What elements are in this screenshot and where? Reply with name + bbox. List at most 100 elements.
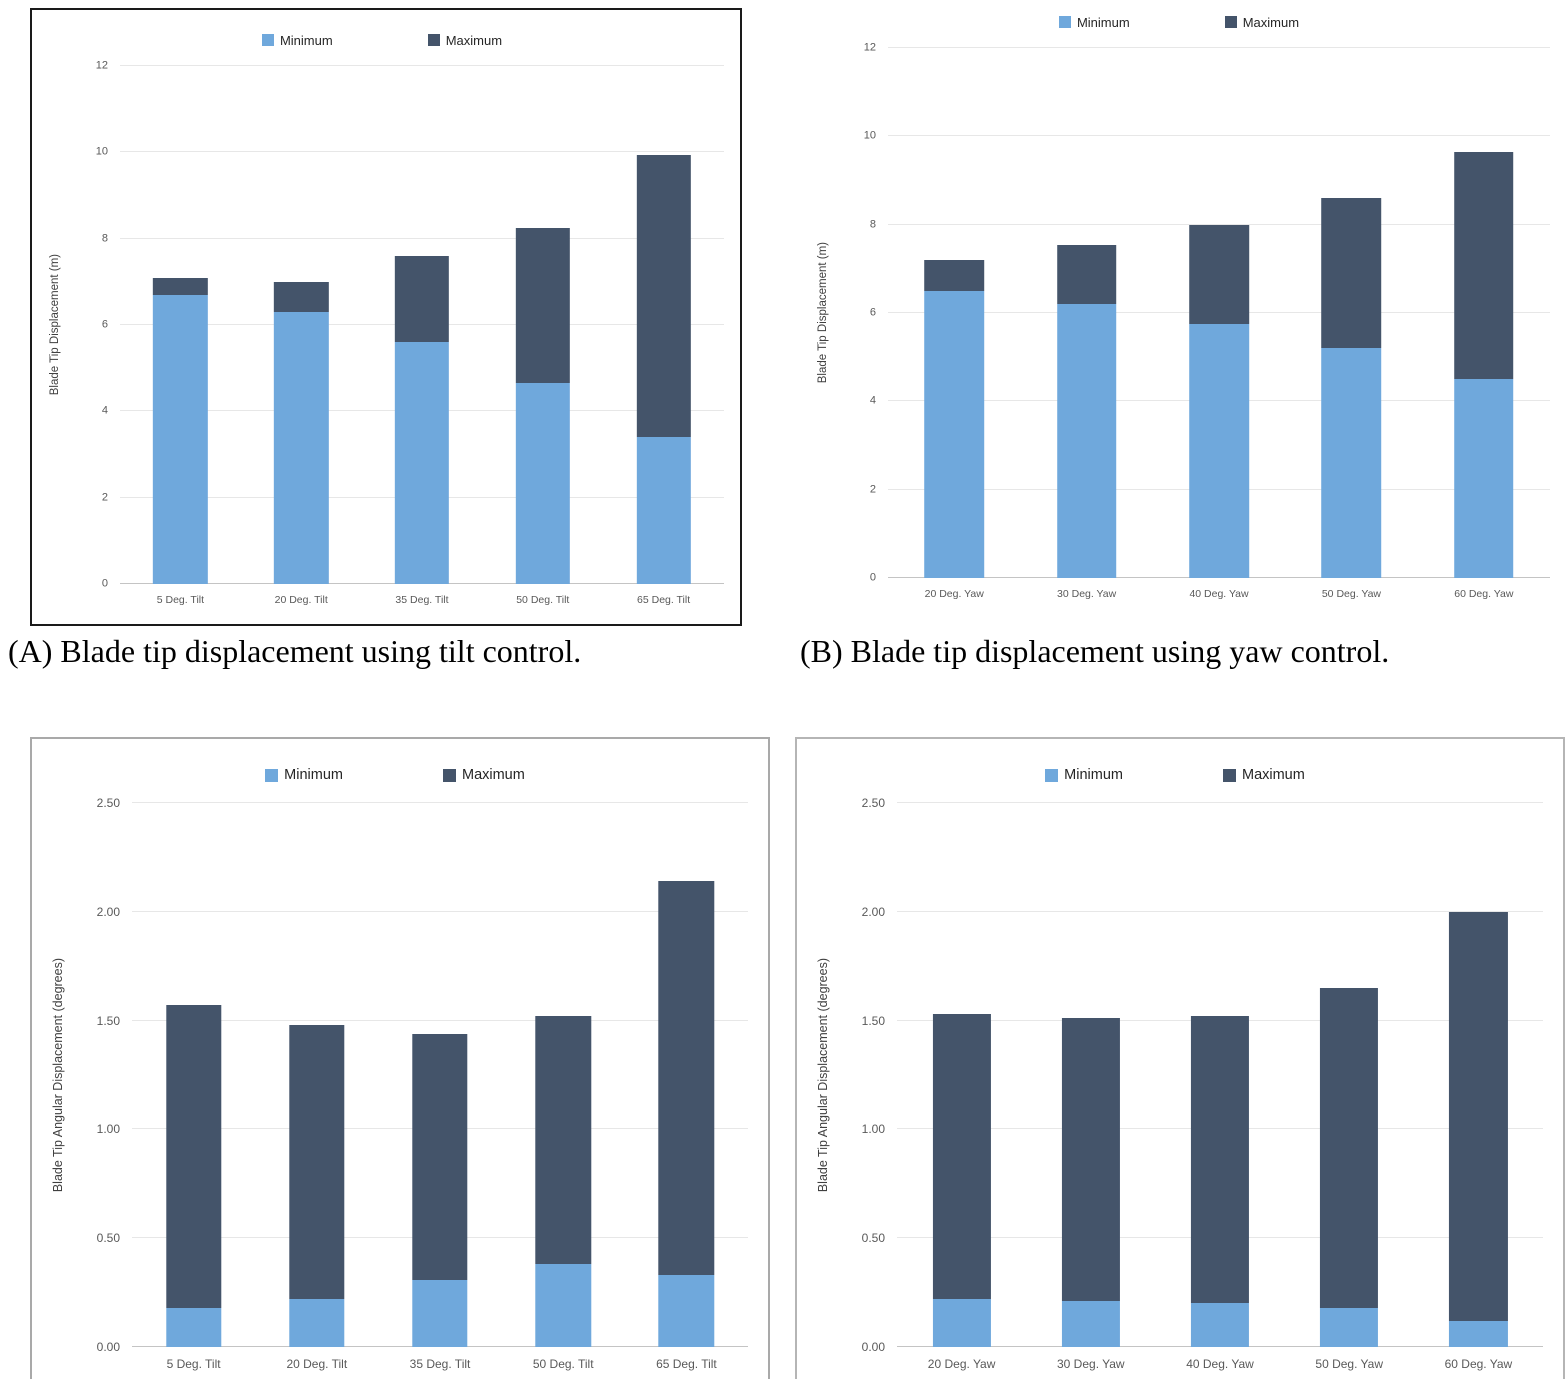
chart-panel-tilt-displacement: Minimum Maximum Blade Tip Displacement (m… [30,8,742,626]
bar-minimum-segment [515,383,570,584]
y-axis-title: Blade Tip Angular Displacement (degrees) [51,957,65,1193]
legend-item-maximum: Maximum [427,33,502,48]
bar-slot [897,803,1026,1347]
bar-slot [502,803,625,1347]
bar-slot [132,803,255,1347]
y-tick-label: 0.00 [96,1340,120,1354]
bar-slot [888,48,1020,578]
legend-label: Minimum [1064,767,1123,783]
bar-minimum-segment [412,1279,468,1347]
legend-label: Maximum [461,767,525,783]
gridline [888,47,1550,48]
y-tick-label: 0.50 [96,1231,120,1246]
bar-minimum-segment [924,290,984,578]
gridline [120,151,724,153]
y-tick-label: 2.50 [96,796,120,810]
x-tick-label: 30 Deg. Yaw [1057,588,1117,600]
y-axis-title-cell: Blade Tip Displacement (m) [808,48,838,578]
bar-slot [603,66,724,584]
gridline [888,223,1550,225]
bar-maximum-segment [1056,244,1117,305]
legend-swatch-minimum [1058,16,1071,28]
chart-tilt-angular: Minimum Maximum Blade Tip Angular Displac… [42,755,748,1379]
x-tick-label: 20 Deg. Tilt [274,594,328,606]
chart-legend: Minimum Maximum [42,755,748,795]
gridline [888,135,1550,137]
chart-panel-tilt-angular: Minimum Maximum Blade Tip Angular Displac… [30,737,770,1379]
chart-yaw-angular: Minimum Maximum Blade Tip Angular Displac… [807,755,1543,1379]
x-tick-label: 40 Deg. Yaw [1189,588,1249,600]
bar-slot [625,803,748,1347]
chart-yaw-displacement: Minimum Maximum Blade Tip Displacement (m… [808,4,1550,614]
bar-slot [1285,48,1417,578]
caption-a: (A) Blade tip displacement using tilt co… [8,633,582,669]
bar-minimum-segment [165,1307,222,1347]
plot-area [132,802,748,1347]
legend-swatch-maximum [442,768,456,782]
bar-slot [1285,803,1414,1347]
bar-minimum-segment [636,437,691,584]
plot-area [120,65,724,584]
bar-minimum-segment [1190,1303,1250,1347]
y-tick-label: 1.50 [861,1013,885,1028]
x-tick-label: 65 Deg. Tilt [637,594,691,606]
x-tick-label: 50 Deg. Yaw [1315,1357,1384,1371]
x-tick-label: 35 Deg. Tilt [395,594,449,606]
y-tick-label: 6 [101,318,108,331]
chart-panel-yaw-displacement: Minimum Maximum Blade Tip Displacement (m… [800,0,1562,614]
x-axis-labels: 20 Deg. Yaw 30 Deg. Yaw 40 Deg. Yaw 50 Deg.… [888,578,1550,614]
chart-panel-yaw-angular: Minimum Maximum Blade Tip Angular Displac… [795,737,1565,1379]
legend-swatch-maximum [427,34,440,46]
legend-label: Minimum [279,32,333,48]
bar-maximum-segment [274,281,329,313]
bar-slot [255,803,378,1347]
y-tick-label: 1.00 [861,1122,885,1137]
x-tick-label: 50 Deg. Tilt [516,594,570,606]
plot-area [897,802,1543,1347]
bar-slot [241,66,362,584]
bar-maximum-segment [153,277,208,295]
y-tick-label: 0 [101,577,108,590]
chart-legend: Minimum Maximum [808,4,1550,40]
y-tick-labels: 0 2 4 6 8 10 12 [838,42,888,583]
bar-maximum-segment [1454,151,1514,380]
y-tick-label: 1.50 [96,1013,120,1028]
bar-slot [482,66,603,584]
legend-item-maximum: Maximum [1224,15,1299,30]
legend-item-maximum: Maximum [1222,767,1305,783]
bar-maximum-segment [1189,224,1249,325]
bar-minimum-segment [932,1299,991,1347]
bar-minimum-segment [1449,1320,1508,1347]
chart-tilt-displacement: Minimum Maximum Blade Tip Displacement (m… [40,22,724,620]
bar-slot [1418,48,1550,578]
x-tick-label: 60 Deg. Yaw [1444,1357,1513,1371]
bar-slot [378,803,501,1347]
legend-swatch-maximum [1222,768,1236,782]
caption-b: (B) Blade tip displacement using yaw con… [800,633,1390,669]
x-tick-label: 50 Deg. Yaw [1321,588,1381,600]
x-tick-label: 60 Deg. Yaw [1454,588,1514,600]
legend-item-minimum: Minimum [261,32,333,48]
bar-maximum-segment [658,881,715,1276]
legend-item-minimum: Minimum [1045,767,1123,783]
y-tick-label: 6 [869,306,876,319]
bar-slot [1026,803,1155,1347]
x-axis-labels: 20 Deg. Yaw 30 Deg. Yaw 40 Deg. Yaw 50 Deg.… [897,1347,1543,1379]
gridline [897,802,1543,803]
y-tick-labels: 0 2 4 6 8 10 12 [70,60,120,589]
bar-minimum-segment [1061,1301,1120,1347]
bar-slot [1414,803,1543,1347]
bar-minimum-segment [153,294,208,584]
y-axis-title: Blade Tip Angular Displacement (degrees) [816,957,830,1193]
x-tick-label: 65 Deg. Tilt [656,1357,717,1371]
bar-minimum-segment [1189,324,1249,578]
gridline [132,910,748,912]
bar-maximum-segment [924,260,984,291]
bar-maximum-segment [412,1033,468,1280]
y-tick-label: 2.50 [861,796,885,810]
legend-label: Minimum [284,767,343,783]
y-axis-title-cell: Blade Tip Displacement (m) [40,66,70,584]
y-tick-label: 12 [95,59,108,72]
x-tick-label: 20 Deg. Yaw [924,588,984,600]
